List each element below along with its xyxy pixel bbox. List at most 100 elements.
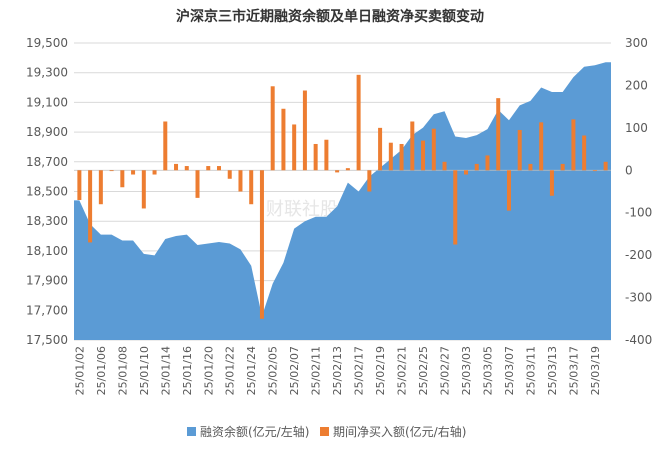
left-tick-label: 17,900 <box>26 274 68 288</box>
x-tick-label: 25/02/11 <box>310 346 323 395</box>
bar <box>517 129 522 171</box>
left-tick-label: 18,300 <box>26 214 68 228</box>
left-tick-label: 18,700 <box>26 155 68 169</box>
bar <box>77 170 82 200</box>
bar <box>421 140 426 171</box>
bar <box>410 121 415 171</box>
right-tick-label: -200 <box>625 248 652 262</box>
x-tick-label: 25/02/17 <box>353 346 366 395</box>
bar <box>496 98 501 171</box>
bar <box>345 168 350 171</box>
x-tick-label: 25/01/10 <box>138 346 151 395</box>
bar <box>313 143 318 171</box>
bar <box>506 170 511 211</box>
x-tick-label: 25/03/03 <box>460 346 473 395</box>
left-tick-label: 17,700 <box>26 303 68 317</box>
x-tick-label: 25/02/05 <box>267 346 280 395</box>
area-series-layer <box>74 62 611 341</box>
x-tick-label: 25/01/24 <box>245 346 258 395</box>
bar <box>582 135 587 171</box>
legend: 融资余额(亿元/左轴) 期间净买入额(亿元/右轴) <box>187 424 466 439</box>
left-tick-label: 19,500 <box>26 36 68 50</box>
x-tick-label: 25/03/07 <box>503 346 516 395</box>
x-tick-label: 25/03/05 <box>481 346 494 395</box>
bar <box>378 127 383 171</box>
x-axis: 25/01/02 25/01/06 25/01/08 25/01/10 25/01/14… <box>73 346 602 395</box>
bar <box>571 119 576 171</box>
x-tick-label: 25/01/16 <box>181 346 194 395</box>
bar <box>539 122 544 171</box>
left-axis: 17,500 17,700 17,900 18,100 18,300 18,500 18,7… <box>26 36 68 347</box>
right-tick-label: 300 <box>625 36 648 50</box>
bar <box>560 163 565 171</box>
bar <box>98 170 103 205</box>
legend-label-net-buy: 期间净买入额(亿元/右轴) <box>333 424 466 439</box>
right-tick-label: -100 <box>625 206 652 220</box>
x-tick-label: 25/02/27 <box>439 346 452 395</box>
x-tick-label: 25/03/19 <box>589 346 602 395</box>
right-tick-label: -300 <box>625 291 652 305</box>
chart-title: 沪深京三市近期融资余额及单日融资净买卖额变动 <box>176 8 484 25</box>
bar <box>216 166 221 171</box>
right-tick-label: -400 <box>625 333 652 347</box>
bar <box>206 166 211 171</box>
left-tick-label: 18,500 <box>26 185 68 199</box>
x-tick-label: 25/01/06 <box>95 346 108 395</box>
right-tick-label: 0 <box>625 163 633 177</box>
bar <box>335 170 340 173</box>
bar <box>249 170 254 205</box>
bar <box>292 124 297 171</box>
bar <box>120 170 125 188</box>
legend-swatch-balance <box>187 427 196 436</box>
bar <box>388 142 393 171</box>
bar <box>195 170 200 198</box>
x-tick-label: 25/02/13 <box>331 346 344 395</box>
bar <box>356 74 361 171</box>
bar <box>453 170 458 245</box>
bar <box>88 170 93 243</box>
bar <box>592 170 597 172</box>
bar <box>270 86 275 171</box>
bar <box>603 161 608 171</box>
x-tick-label: 25/03/13 <box>546 346 559 395</box>
bar <box>109 170 114 172</box>
bar <box>528 163 533 171</box>
bar <box>141 170 146 209</box>
x-tick-label: 25/03/17 <box>567 346 580 395</box>
x-tick-label: 25/01/08 <box>116 346 129 395</box>
bar <box>442 161 447 171</box>
x-tick-label: 25/01/20 <box>202 346 215 395</box>
x-tick-label: 25/02/07 <box>288 346 301 395</box>
bar <box>152 170 157 175</box>
legend-swatch-net-buy <box>320 427 329 436</box>
left-tick-label: 19,100 <box>26 95 68 109</box>
bar <box>464 170 469 175</box>
bar <box>431 128 436 171</box>
x-tick-label: 25/01/22 <box>224 346 237 395</box>
x-tick-label: 25/01/14 <box>159 346 172 395</box>
bar <box>163 121 168 171</box>
right-axis: -400 -300 -200 -100 0 100 200 300 <box>625 36 652 347</box>
right-tick-label: 200 <box>625 78 648 92</box>
x-tick-label: 25/02/25 <box>417 346 430 395</box>
bar <box>259 170 264 319</box>
left-tick-label: 18,900 <box>26 125 68 139</box>
bar <box>324 139 329 171</box>
x-tick-label: 25/02/19 <box>374 346 387 395</box>
left-tick-label: 19,300 <box>26 66 68 80</box>
left-tick-label: 17,500 <box>26 333 68 347</box>
legend-label-balance: 融资余额(亿元/左轴) <box>200 424 309 439</box>
bar <box>174 163 179 171</box>
x-tick-label: 25/01/02 <box>73 346 86 395</box>
bar <box>367 170 372 192</box>
bar <box>302 90 307 171</box>
bar <box>131 170 136 175</box>
right-tick-label: 100 <box>625 121 648 135</box>
bar <box>399 143 404 171</box>
bar-series-layer <box>77 74 608 319</box>
bar <box>227 170 232 179</box>
bar <box>238 170 243 192</box>
left-tick-label: 18,100 <box>26 244 68 258</box>
x-tick-label: 25/03/11 <box>524 346 537 395</box>
